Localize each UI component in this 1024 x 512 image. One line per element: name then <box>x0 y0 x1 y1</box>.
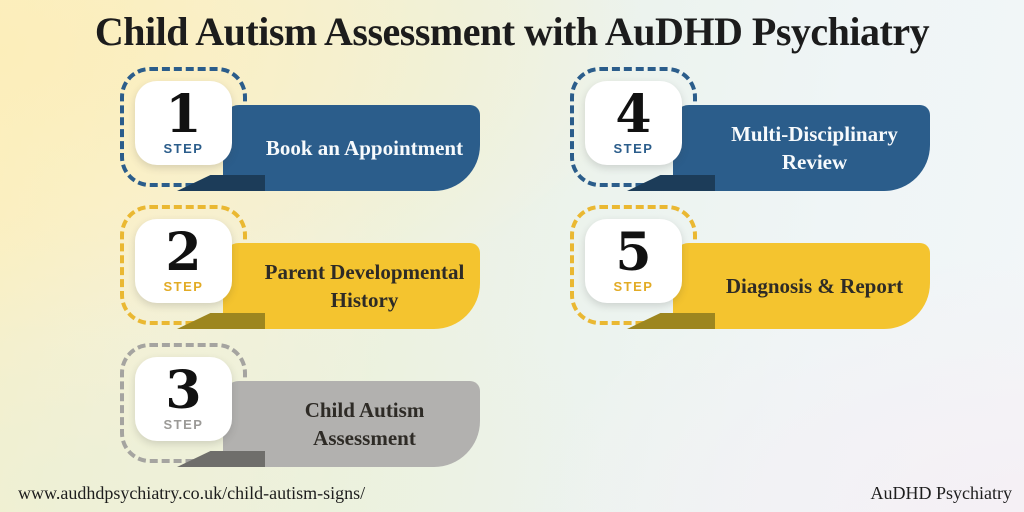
step-1-number-card: 1 STEP <box>135 81 232 165</box>
step-4-number: 4 <box>615 84 652 146</box>
step-3-ribbon: Child Autism Assessment <box>223 381 480 467</box>
step-2-number-card: 2 STEP <box>135 219 232 303</box>
step-4-step-label: STEP <box>613 140 654 156</box>
step-2-number: 2 <box>165 222 202 284</box>
footer-brand: AuDHD Psychiatry <box>870 483 1013 503</box>
step-5-number: 5 <box>615 222 652 284</box>
step-3-number: 3 <box>165 360 202 422</box>
page-title: Child Autism Assessment with AuDHD Psych… <box>94 9 930 54</box>
step-1-number: 1 <box>165 84 202 146</box>
step-4-ribbon: Multi-Disciplinary Review <box>673 105 930 191</box>
step-1-ribbon: Book an Appointment <box>223 105 480 191</box>
step-1-block: Book an Appointment 1 STEP <box>120 67 492 199</box>
footer-url: www.audhdpsychiatry.co.uk/child-autism-s… <box>18 483 366 503</box>
step-4-block: Multi-Disciplinary Review 4 STEP <box>570 67 942 199</box>
step-3-step-label: STEP <box>163 416 204 432</box>
step-5-ribbon: Diagnosis & Report <box>673 243 930 329</box>
step-2-step-label: STEP <box>163 278 204 294</box>
step-5-number-card: 5 STEP <box>585 219 682 303</box>
step-3-block: Child Autism Assessment 3 STEP <box>120 343 492 475</box>
step-5-step-label: STEP <box>613 278 654 294</box>
step-1-step-label: STEP <box>163 140 204 156</box>
step-4-number-card: 4 STEP <box>585 81 682 165</box>
step-4-title: Multi-Disciplinary Review <box>731 121 898 174</box>
step-5-title: Diagnosis & Report <box>725 273 904 298</box>
step-2-block: Parent Developmental History 2 STEP <box>120 205 492 337</box>
step-2-title: Parent Developmental History <box>264 259 465 312</box>
step-5-block: Diagnosis & Report 5 STEP <box>570 205 942 337</box>
step-3-number-card: 3 STEP <box>135 357 232 441</box>
step-1-title: Book an Appointment <box>265 135 464 160</box>
step-3-title: Child Autism Assessment <box>304 397 425 450</box>
step-2-ribbon: Parent Developmental History <box>223 243 480 329</box>
